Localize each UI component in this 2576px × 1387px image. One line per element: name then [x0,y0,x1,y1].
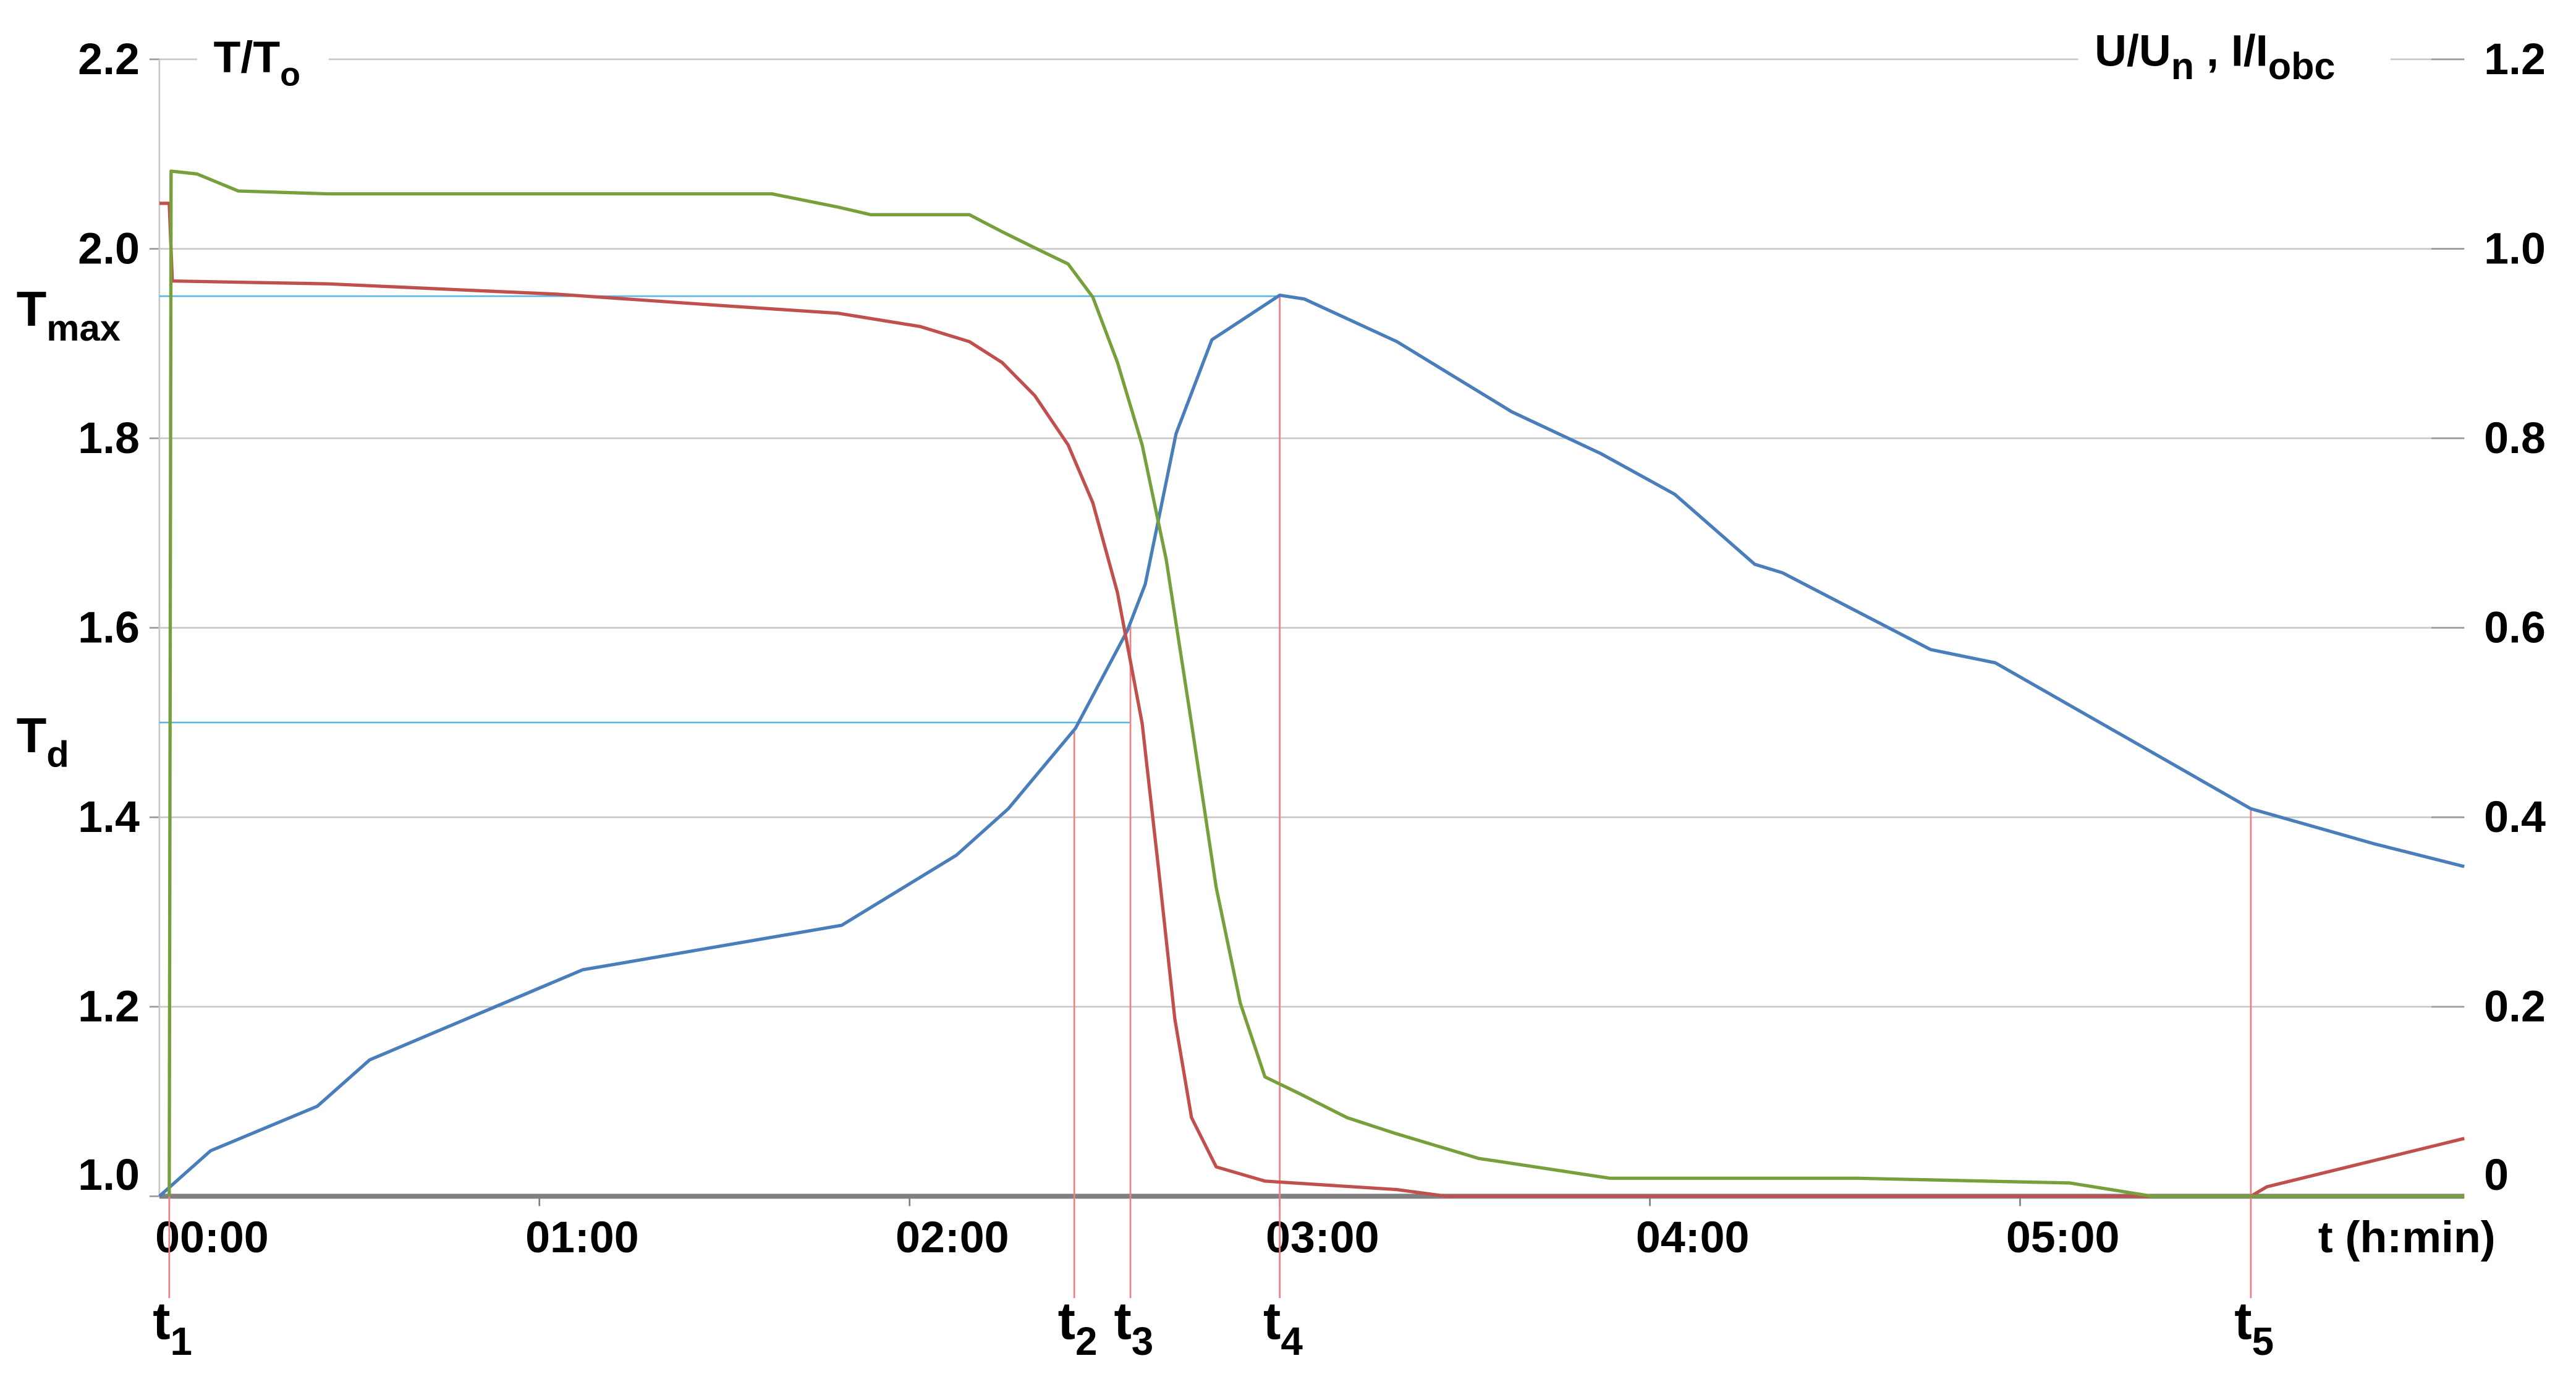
label-text: t [1263,1292,1281,1351]
x-tick-label: 04:00 [1636,1213,1750,1262]
series-line [158,293,2465,1198]
label-sub: 4 [1281,1319,1303,1364]
label-text: t [1114,1292,1131,1351]
y2-tick-label: 0.4 [2484,792,2546,842]
x-tick-label: 03:00 [1266,1213,1379,1262]
label: t1 [153,1292,192,1364]
label-text: t [1058,1292,1075,1351]
label-sub: o [280,56,300,93]
label-text: T/T [214,33,281,82]
y-tick-label: 1.4 [78,792,140,842]
label-bg [197,20,329,89]
x-axis-label: t (h:min) [2318,1213,2496,1262]
x-tick-label: 05:00 [2006,1213,2120,1262]
label: t3 [1114,1292,1153,1364]
label-text: , I/I [2194,27,2268,76]
label: t5 [2234,1292,2274,1364]
label-sub: 2 [1075,1319,1097,1364]
x-tick-label: 00:00 [155,1213,269,1262]
y2-tick-label: 0.2 [2484,982,2546,1032]
series-line [167,169,2465,1198]
label: T/To [214,33,301,93]
y2-tick-label: 1.2 [2484,35,2546,84]
label-sub: 1 [171,1319,192,1364]
label-sub: obc [2268,45,2336,87]
label: t4 [1263,1292,1303,1364]
label-bg [2078,20,2391,89]
y2-tick-label: 1.0 [2484,224,2546,273]
label-sub: max [46,307,121,349]
label-text: U/U [2095,27,2171,76]
label-text: t [153,1292,170,1351]
y-tick-label: 2.0 [78,224,140,273]
series-line [159,201,2465,1198]
x-tick-label: 01:00 [525,1213,639,1262]
y-tick-label: 1.0 [78,1150,140,1200]
label-sub: d [46,734,69,775]
label-text: T [17,708,47,763]
label-sub: 3 [1132,1319,1153,1364]
y2-axis-label: U/Un , I/Iobc [2095,27,2335,87]
label: Td [17,708,69,775]
y2-tick-label: 0.6 [2484,603,2546,653]
label-sub: n [2171,45,2194,87]
y2-tick-label: 0 [2484,1150,2509,1200]
x-tick-label: 02:00 [896,1213,1009,1262]
y-tick-label: 1.6 [78,603,140,653]
y-tick-label: 1.8 [78,414,140,463]
y-tick-label: 2.2 [78,35,140,84]
label-text: t [2234,1292,2252,1351]
label: t2 [1058,1292,1098,1364]
y2-tick-label: 0.8 [2484,414,2546,463]
label: Tmax [17,281,121,349]
y-tick-label: 1.2 [78,982,140,1032]
label-text: T [17,281,47,336]
label-sub: 5 [2252,1319,2274,1364]
